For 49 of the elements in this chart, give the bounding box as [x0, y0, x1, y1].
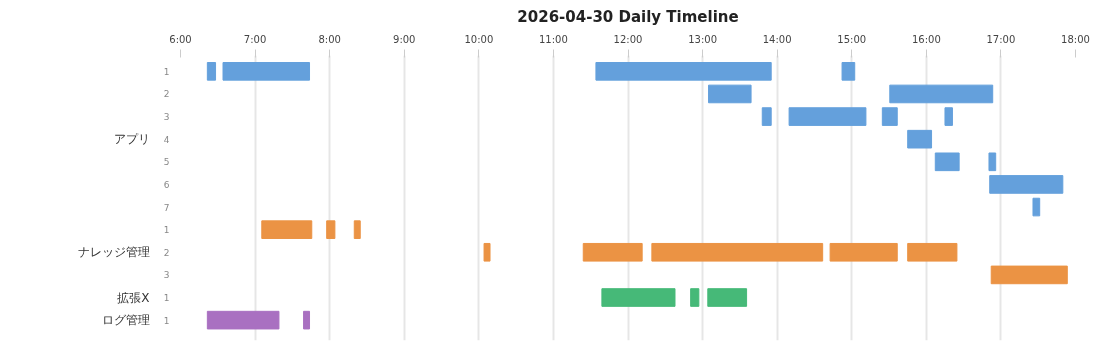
bar [690, 288, 700, 307]
x-tick-label: 10:00 [464, 33, 494, 45]
text: アプリ [113, 132, 150, 147]
bar [989, 175, 1064, 194]
bar [206, 310, 280, 330]
y-tick-label: 1 [163, 293, 170, 304]
y-tick-label: 3 [163, 112, 170, 123]
bar [944, 107, 953, 126]
bar [601, 288, 676, 307]
x-tick-label: 11:00 [539, 33, 568, 45]
bar [1032, 197, 1041, 217]
x-tick-label: 17:00 [986, 33, 1016, 45]
bar [907, 129, 933, 149]
bar [761, 107, 772, 126]
text: 拡張X [117, 290, 150, 305]
y-tick-label: 1 [163, 225, 170, 236]
x-tick-label: 7:00 [243, 33, 267, 45]
x-tick-label: 14:00 [762, 33, 792, 45]
x-tick-label: 13:00 [688, 33, 717, 45]
x-tick-label: 18:00 [1061, 33, 1090, 45]
bar [707, 288, 748, 307]
bar [907, 242, 958, 262]
text: ログ管理 [101, 313, 150, 328]
bar [934, 152, 960, 172]
y-tick-label: 1 [163, 66, 170, 77]
bar [222, 62, 311, 81]
y-tick-label: 6 [163, 179, 170, 190]
y-tick-label: 4 [163, 134, 170, 145]
chart-title: 2026-04-30 Daily Timeline [517, 7, 739, 26]
y-tick-label: 2 [163, 89, 170, 100]
y-tick-label: 5 [163, 157, 170, 168]
x-tick-label: 6:00 [169, 33, 192, 45]
text: ナレッジ管理 [77, 245, 150, 260]
y-tick-label: 7 [163, 202, 170, 213]
x-tick-label: 16:00 [911, 33, 941, 45]
bar [303, 310, 311, 330]
bar [841, 62, 856, 81]
y-tick-label: 2 [163, 247, 170, 258]
y-tick-label: 3 [163, 270, 170, 281]
bar [206, 62, 217, 81]
x-tick-label: 12:00 [613, 33, 643, 45]
x-tick-label: 15:00 [837, 33, 867, 45]
bar [988, 152, 997, 172]
bar [708, 84, 752, 104]
bar [889, 84, 994, 104]
y-tick-label: 1 [163, 315, 170, 326]
bar [788, 107, 867, 126]
x-tick-label: 9:00 [393, 33, 416, 45]
x-tick-label: 8:00 [318, 33, 341, 45]
